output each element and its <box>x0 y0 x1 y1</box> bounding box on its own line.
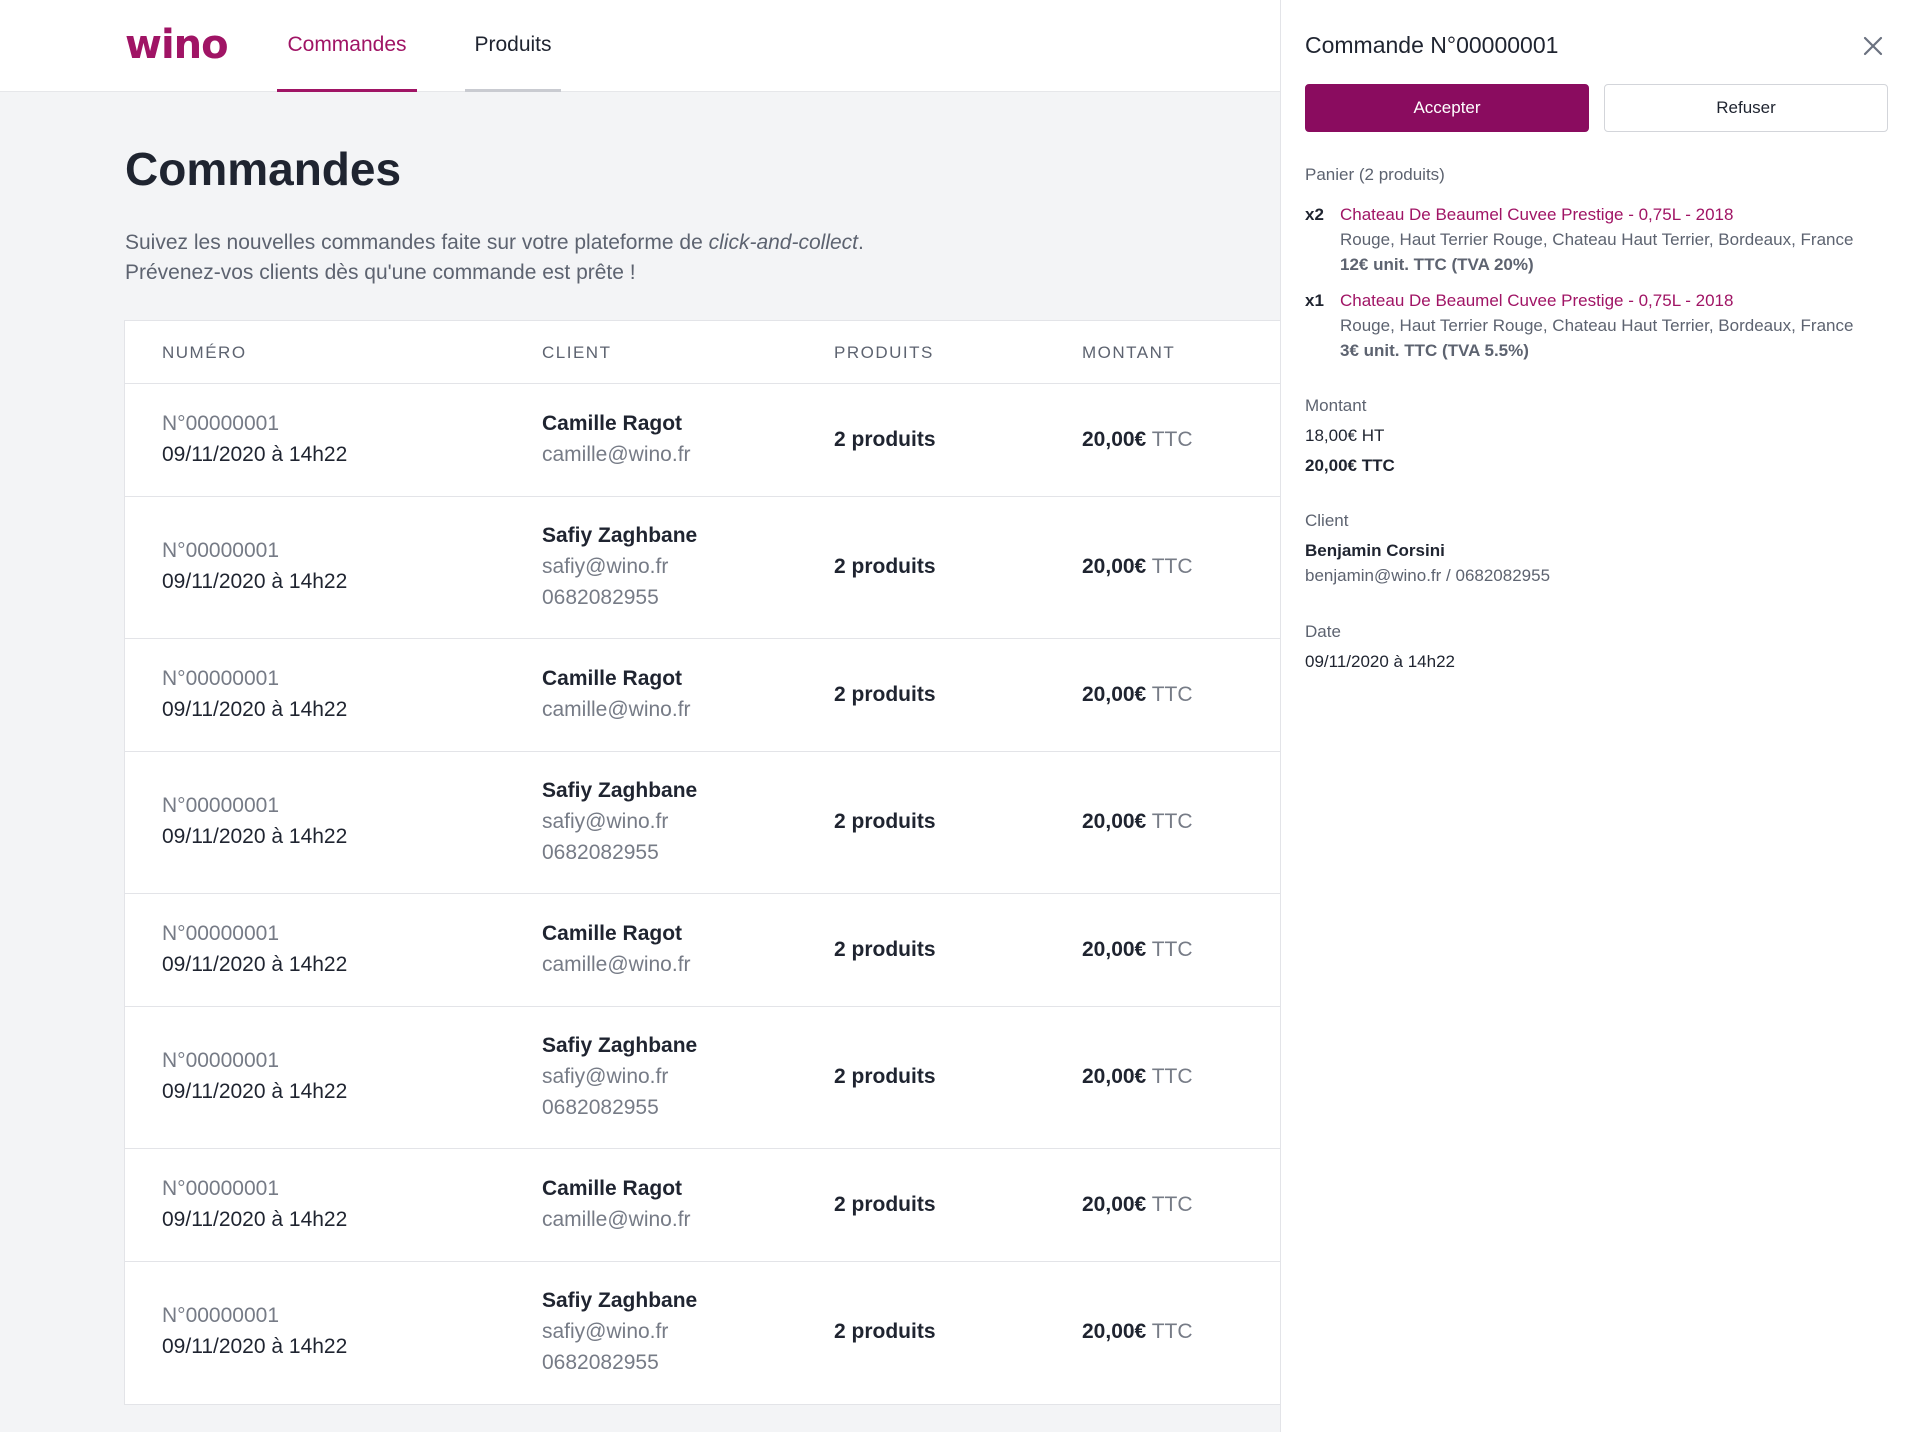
amount-label: Montant <box>1305 396 1367 415</box>
amount-cell: 20,00€ TTC <box>1082 683 1193 706</box>
page-title: Commandes <box>125 143 402 195</box>
order-number-cell: N°00000001 09/11/2020 à 14h22 <box>162 667 348 721</box>
order-number-cell: N°00000001 09/11/2020 à 14h22 <box>162 1049 348 1103</box>
table-header: NUMÉRO CLIENT PRODUITS MONTANT <box>125 321 1280 384</box>
tab-produits[interactable]: Produits <box>465 0 561 92</box>
products-cell: 2 produits <box>834 683 936 706</box>
products-cell: 2 produits <box>834 1320 936 1343</box>
client-cell: Safiy Zaghbane safiy@wino.fr 0682082955 <box>542 1034 698 1119</box>
column-header-client[interactable]: CLIENT <box>542 343 612 362</box>
client-cell: Camille Ragot camille@wino.fr <box>542 1177 691 1231</box>
accept-button[interactable]: Accepter <box>1305 84 1589 132</box>
client-cell: Safiy Zaghbane safiy@wino.fr 0682082955 <box>542 1289 698 1374</box>
client-name: Benjamin Corsini <box>1305 541 1445 560</box>
products-cell: 2 produits <box>834 1193 936 1216</box>
amount-cell: 20,00€ TTC <box>1082 1320 1193 1343</box>
orders-table: NUMÉRO CLIENT PRODUITS MONTANT N°0000000… <box>124 320 1280 1405</box>
order-detail-panel: Commande N°00000001 Accepter Refuser Pan… <box>1280 0 1910 1432</box>
table-row[interactable]: N°00000001 09/11/2020 à 14h22 Camille Rag… <box>125 894 1280 1007</box>
table-row[interactable]: N°00000001 09/11/2020 à 14h22 Camille Rag… <box>125 384 1280 497</box>
order-number-cell: N°00000001 09/11/2020 à 14h22 <box>162 539 348 593</box>
products-cell: 2 produits <box>834 938 936 961</box>
amount-ht: 18,00€ HT <box>1305 426 1385 445</box>
client-cell: Safiy Zaghbane safiy@wino.fr 0682082955 <box>542 779 698 864</box>
client-cell: Safiy Zaghbane safiy@wino.fr 0682082955 <box>542 524 698 609</box>
order-number-cell: N°00000001 09/11/2020 à 14h22 <box>162 922 348 976</box>
panel-title: Commande N°00000001 <box>1305 32 1559 58</box>
item-quantity: x2 <box>1305 205 1324 224</box>
wino-logo[interactable]: wino <box>125 22 229 68</box>
tab-produits-label: Produits <box>474 33 552 56</box>
table-row[interactable]: N°00000001 09/11/2020 à 14h22 Safiy Zaghb… <box>125 1007 1280 1149</box>
description-line-2: Prévenez-vos clients dès qu'une commande… <box>125 261 636 284</box>
close-icon[interactable] <box>1859 32 1887 60</box>
cart-item-meta: Rouge, Haut Terrier Rouge, Chateau Haut … <box>1340 316 1854 335</box>
cart-label: Panier (2 produits) <box>1305 165 1445 184</box>
amount-cell: 20,00€ TTC <box>1082 428 1193 451</box>
client-cell: Camille Ragot camille@wino.fr <box>542 412 691 466</box>
client-cell: Camille Ragot camille@wino.fr <box>542 667 691 721</box>
description-line-1: Suivez les nouvelles commandes faite sur… <box>125 231 864 254</box>
order-date: 09/11/2020 à 14h22 <box>1305 652 1455 671</box>
table-row[interactable]: N°00000001 09/11/2020 à 14h22 Safiy Zaghb… <box>125 497 1280 639</box>
products-cell: 2 produits <box>834 428 936 451</box>
close-icon-glyph <box>1863 36 1883 56</box>
order-number-cell: N°00000001 09/11/2020 à 14h22 <box>162 412 348 466</box>
order-number-cell: N°00000001 09/11/2020 à 14h22 <box>162 794 348 848</box>
order-number-cell: N°00000001 09/11/2020 à 14h22 <box>162 1177 348 1231</box>
item-quantity: x1 <box>1305 291 1324 310</box>
tab-indicator <box>465 89 561 92</box>
amount-cell: 20,00€ TTC <box>1082 555 1193 578</box>
column-header-montant[interactable]: MONTANT <box>1082 343 1176 362</box>
date-label: Date <box>1305 622 1341 641</box>
amount-cell: 20,00€ TTC <box>1082 1193 1193 1216</box>
cart-item-meta: Rouge, Haut Terrier Rouge, Chateau Haut … <box>1340 230 1854 249</box>
refuse-button[interactable]: Refuser <box>1604 84 1888 132</box>
column-header-numero[interactable]: NUMÉRO <box>162 343 247 362</box>
amount-cell: 20,00€ TTC <box>1082 938 1193 961</box>
order-number-cell: N°00000001 09/11/2020 à 14h22 <box>162 1304 348 1358</box>
table-row[interactable]: N°00000001 09/11/2020 à 14h22 Camille Rag… <box>125 639 1280 752</box>
tab-active-indicator <box>277 89 417 92</box>
tab-commandes[interactable]: Commandes <box>277 0 417 92</box>
products-cell: 2 produits <box>834 1065 936 1088</box>
table-row[interactable]: N°00000001 09/11/2020 à 14h22 Safiy Zaghb… <box>125 1262 1280 1404</box>
client-contact: benjamin@wino.fr / 0682082955 <box>1305 566 1551 585</box>
page-description: Suivez les nouvelles commandes faite sur… <box>125 228 864 288</box>
cart-item-price: 12€ unit. TTC (TVA 20%) <box>1340 255 1534 274</box>
column-header-produits[interactable]: PRODUITS <box>834 343 934 362</box>
top-navbar: wino Commandes Produits <box>0 0 1280 92</box>
amount-cell: 20,00€ TTC <box>1082 810 1193 833</box>
cart-item-name[interactable]: Chateau De Beaumel Cuvee Prestige - 0,75… <box>1340 291 1734 310</box>
cart-item-name[interactable]: Chateau De Beaumel Cuvee Prestige - 0,75… <box>1340 205 1734 224</box>
table-row[interactable]: N°00000001 09/11/2020 à 14h22 Safiy Zaghb… <box>125 752 1280 894</box>
client-label: Client <box>1305 511 1349 530</box>
cart-item-price: 3€ unit. TTC (TVA 5.5%) <box>1340 341 1529 360</box>
amount-ttc: 20,00€ TTC <box>1305 456 1395 475</box>
client-cell: Camille Ragot camille@wino.fr <box>542 922 691 976</box>
tab-commandes-label: Commandes <box>287 33 407 56</box>
products-cell: 2 produits <box>834 555 936 578</box>
table-row[interactable]: N°00000001 09/11/2020 à 14h22 Camille Rag… <box>125 1149 1280 1262</box>
products-cell: 2 produits <box>834 810 936 833</box>
amount-cell: 20,00€ TTC <box>1082 1065 1193 1088</box>
